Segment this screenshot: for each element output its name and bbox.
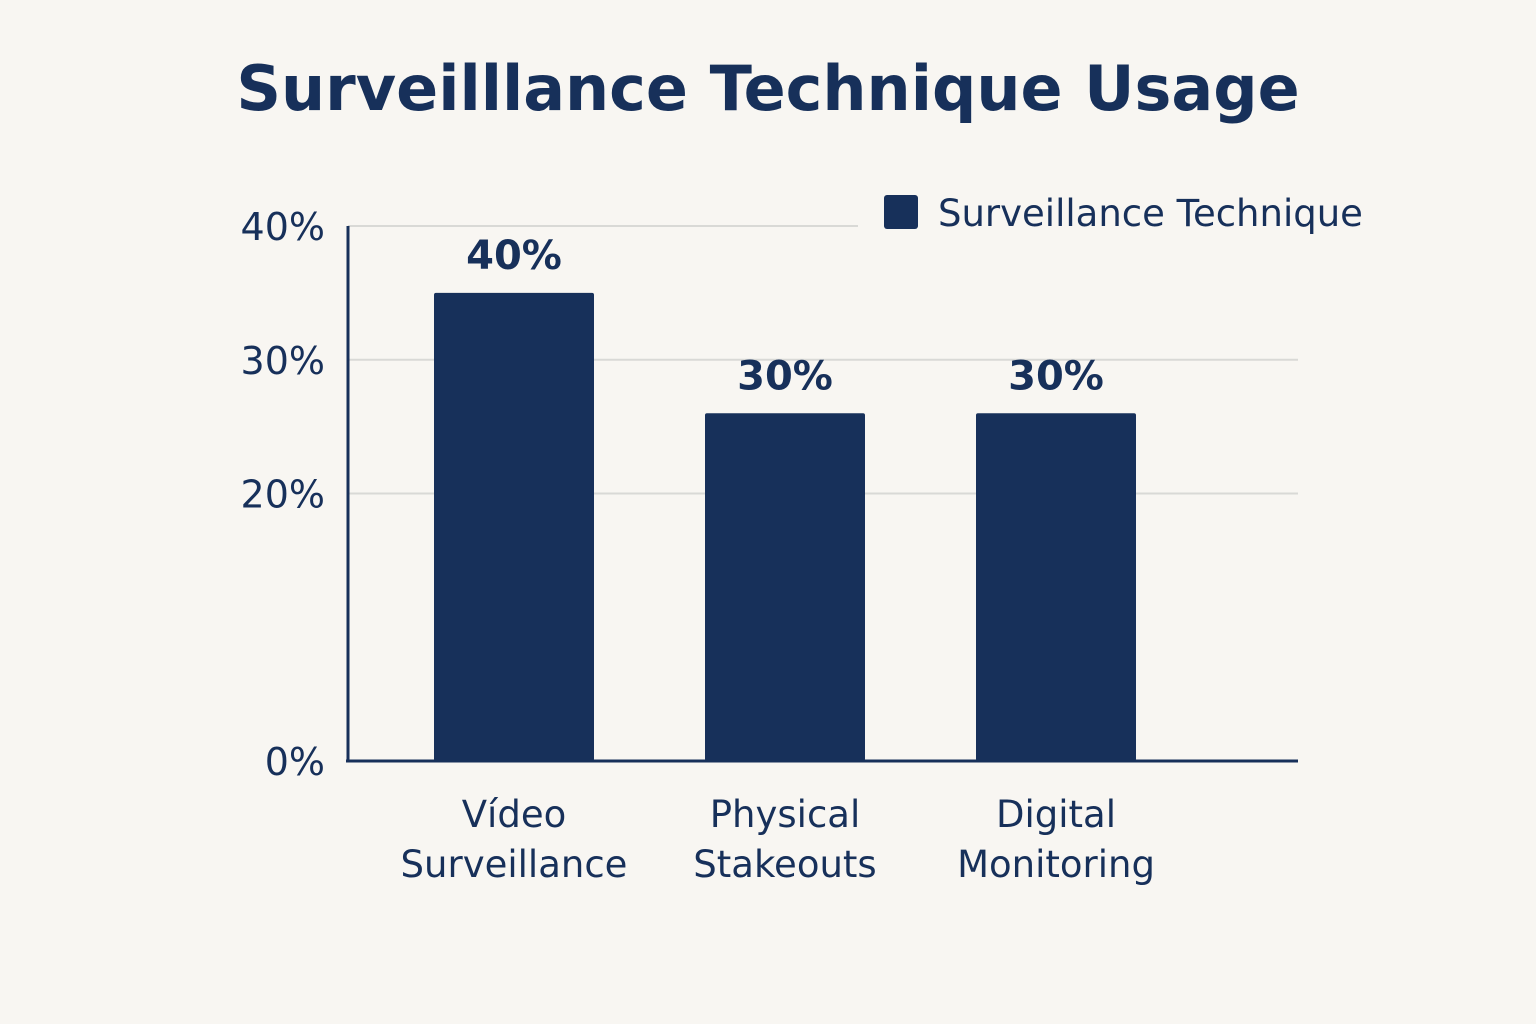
- bar: [705, 413, 865, 761]
- x-category-label: Stakeouts: [693, 843, 876, 886]
- x-category-label: Monitoring: [957, 843, 1155, 886]
- y-tick-label: 20%: [241, 473, 325, 517]
- y-tick-label: 30%: [241, 339, 325, 383]
- bar: [434, 292, 594, 761]
- bar-data-label: 30%: [737, 353, 833, 399]
- x-category-label: Vídeo: [462, 793, 566, 836]
- y-tick-label: 40%: [241, 205, 325, 249]
- legend-label: Surveillance Technique: [938, 192, 1363, 235]
- x-category-labels: Vídeo Surveillance Physical Stakeouts Digita…: [401, 793, 1155, 886]
- bar-data-label: 40%: [466, 233, 562, 279]
- bars: [434, 292, 1136, 761]
- legend: Surveillance Technique: [884, 192, 1363, 235]
- data-labels: 40% 30% 30%: [466, 233, 1104, 399]
- x-category-label: Physical: [710, 793, 861, 836]
- legend-swatch: [884, 195, 918, 229]
- y-tick-label: 0%: [265, 740, 325, 784]
- x-category-label: Digital: [996, 793, 1116, 836]
- bar: [976, 413, 1136, 761]
- chart-title: Surveilllance Technique Usage: [236, 52, 1299, 125]
- y-tick-labels: 0% 20% 30% 40%: [241, 205, 325, 784]
- bar-data-label: 30%: [1008, 353, 1104, 399]
- x-category-label: Surveillance: [401, 843, 628, 886]
